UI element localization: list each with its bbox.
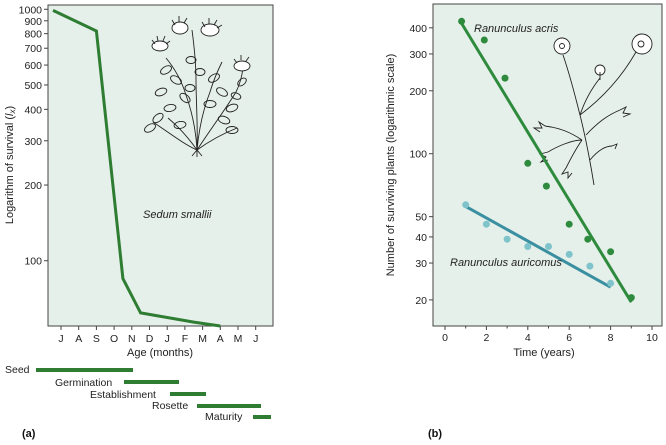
auricomus-data-point: [524, 243, 532, 250]
panel-a-survival-line: [52, 9, 221, 328]
auricomus-data-point: [545, 243, 552, 250]
panel-b-y-tick-label: 300: [409, 49, 427, 61]
auricomus-label: Ranunculus auricomus: [450, 257, 562, 269]
panel-b-y-tick-label: 20: [415, 295, 427, 307]
acris-data-point: [480, 36, 488, 44]
panel-b-y-axis: 20 30 40 50 100 200 300 400: [409, 23, 433, 307]
auricomus-data-point: [565, 250, 573, 258]
auricomus-data-point: [482, 220, 490, 228]
acris-data-point: [627, 294, 635, 302]
panel-b-y-tick-label: 400: [409, 23, 427, 35]
panel-a-x-tick-label: M: [234, 333, 243, 345]
panel-a-x-tick-label: F: [182, 333, 188, 345]
panel-b-x-tick-label: 2: [483, 332, 489, 344]
sedum-plant-illustration: [144, 16, 251, 157]
panel-b-x-tick-label: 0: [442, 332, 448, 344]
panel-b-x-tick-label: 6: [566, 332, 572, 344]
panel-b-x-tick-label: 8: [608, 332, 614, 344]
auricomus-data-point: [503, 235, 511, 243]
panel-b-y-tick-label: 30: [415, 258, 427, 270]
panel-a-plot-area: [47, 4, 274, 327]
panel-a-x-tick-label: N: [128, 333, 136, 345]
panel-a-x-tick-label: O: [110, 333, 118, 345]
panel-a-y-tick-label: 900: [24, 16, 42, 28]
panel-b-y-tick-label: 100: [409, 149, 427, 161]
panel-a-x-tick-label: M: [198, 333, 207, 345]
panel-b-x-tick-label: 10: [646, 332, 658, 344]
acris-data-point: [565, 220, 573, 228]
panel-a-y-tick-label: 200: [24, 180, 42, 192]
stage-label: Rosette: [152, 400, 188, 412]
panel-a-label: (a): [22, 428, 36, 440]
panel-b-x-tick-label: 4: [525, 332, 531, 344]
sedum-label: Sedum smallii: [143, 209, 212, 221]
panel-b-y-tick-label: 40: [415, 232, 427, 244]
panel-a-y-tick-label: 700: [24, 43, 42, 55]
auricomus-data-point: [586, 262, 594, 270]
acris-data-point: [458, 17, 466, 25]
panel-a-xlabel: Age (months): [127, 347, 193, 359]
panel-b-y-tick-label: 50: [415, 212, 427, 224]
panel-b-ylabel: Number of surviving plants (logarithmic …: [385, 54, 397, 277]
acris-data-point: [524, 159, 532, 167]
panel-a-y-tick-label: 600: [24, 60, 42, 72]
acris-data-point: [584, 235, 592, 243]
panel-a-ylabel: Logarithm of survival (lx): [4, 106, 17, 224]
panel-b: 20 30 40 50 100 200 300 400 0 2 4 6 8 10 Ranunculus …: [385, 3, 663, 440]
stage-label: Establishment: [90, 389, 156, 401]
panel-a-y-tick-label: 1000: [19, 4, 43, 16]
stage-label: Germination: [55, 377, 112, 389]
stage-label: Seed: [5, 364, 30, 376]
panel-a-y-tick-label: 100: [24, 256, 42, 268]
panel-b-y-tick-label: 200: [409, 86, 427, 98]
panel-a-y-tick-label: 400: [24, 104, 42, 116]
acris-label: Ranunculus acris: [474, 23, 559, 35]
panel-b-label: (b): [428, 428, 442, 440]
stage-label: Maturity: [205, 411, 243, 423]
panel-a-x-tick-label: J: [165, 333, 170, 345]
panel-a-x-tick-label: D: [146, 333, 154, 345]
panel-a-x-tick-label: A: [75, 333, 82, 345]
acris-data-point: [542, 182, 550, 190]
acris-data-point: [607, 248, 615, 256]
acris-data-point: [501, 74, 509, 82]
panel-a-x-tick-label: A: [217, 333, 224, 345]
panel-a-y-tick-label: 800: [24, 29, 42, 41]
auricomus-data-point: [607, 279, 615, 287]
panel-a-y-tick-label: 300: [24, 136, 42, 148]
auricomus-data-point: [462, 201, 470, 209]
auricomus-fit-line: [464, 205, 612, 289]
panel-b-series: [458, 17, 635, 303]
panel-b-x-axis: 0 2 4 6 8 10: [442, 326, 658, 344]
ranunculus-plant-illustration: [532, 33, 653, 186]
panel-a-x-tick-label: S: [93, 333, 100, 345]
acris-fit-line: [460, 22, 633, 303]
panel-a-y-tick-label: 500: [24, 80, 42, 92]
panel-a-x-tick-label: J: [253, 333, 258, 345]
panel-b-xlabel: Time (years): [513, 347, 574, 359]
panel-a-x-tick-label: J: [58, 333, 63, 345]
